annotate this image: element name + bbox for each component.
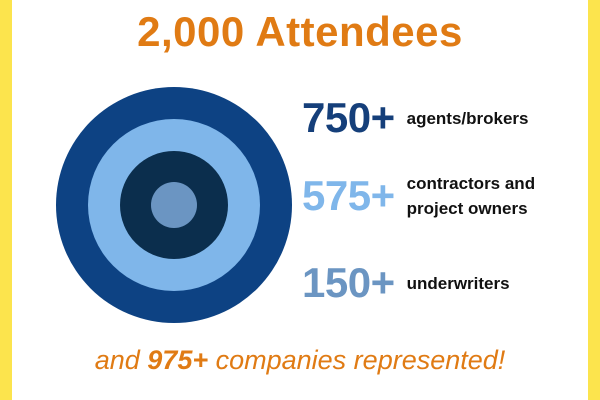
ring-center: [151, 182, 197, 228]
target-rings-graphic: [56, 87, 292, 323]
stat-label-line: underwriters: [406, 273, 510, 293]
stat-label-line: project owners: [406, 199, 528, 218]
stat-label: agents/brokers: [407, 106, 529, 131]
stat-value: 750+: [302, 94, 395, 141]
companies-footer: and 975+ companies represented!: [12, 340, 588, 380]
footer-suffix: companies represented!: [208, 345, 506, 375]
stat-label: underwriters: [407, 271, 510, 296]
stat-value: 575+: [302, 172, 395, 219]
footer-prefix: and: [94, 345, 148, 375]
page-title: 2,000 Attendees: [137, 8, 463, 55]
stat-label: contractors and project owners: [407, 171, 535, 221]
stat-contractors-owners: 575+ contractors and project owners: [302, 171, 535, 221]
infographic-panel: 2,000 Attendees 750+ agents/brokers 575+…: [12, 0, 588, 400]
stat-label-line: agents/brokers: [406, 108, 529, 128]
stat-label-line: contractors and: [406, 174, 536, 193]
footer-number: 975+: [147, 345, 209, 375]
stat-underwriters: 150+ underwriters: [302, 259, 510, 307]
stat-agents-brokers: 750+ agents/brokers: [302, 94, 529, 142]
stat-value: 150+: [302, 259, 395, 306]
